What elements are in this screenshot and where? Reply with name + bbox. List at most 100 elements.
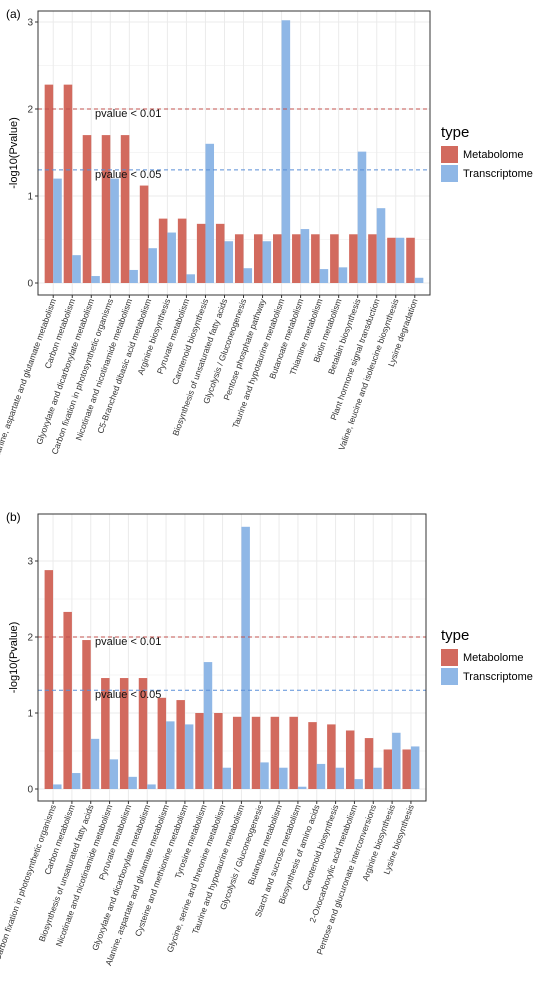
threshold-label-0: pvalue < 0.01 <box>95 108 161 120</box>
bar-transcriptome-3 <box>109 759 119 789</box>
bar-transcriptome-5 <box>148 248 157 283</box>
bar-transcriptome-13 <box>300 229 310 283</box>
bar-transcriptome-3 <box>110 178 119 283</box>
legend-title: type <box>441 124 469 141</box>
bar-transcriptome-0 <box>53 178 62 283</box>
bar-metabolome-6 <box>157 697 167 789</box>
bar-transcriptome-10 <box>243 268 253 283</box>
bar-metabolome-16 <box>345 730 355 789</box>
bar-metabolome-11 <box>253 234 263 283</box>
legend-label-0: Metabolome <box>463 149 524 161</box>
bar-transcriptome-4 <box>129 269 138 283</box>
bar-metabolome-7 <box>176 700 185 789</box>
bar-metabolome-18 <box>387 237 396 283</box>
panel-label: (b) <box>6 510 21 524</box>
bar-metabolome-6 <box>158 218 168 283</box>
bar-transcriptome-12 <box>281 20 291 283</box>
bar-metabolome-13 <box>289 716 298 789</box>
threshold-label-0: pvalue < 0.01 <box>95 636 161 648</box>
bar-metabolome-5 <box>139 185 149 283</box>
bar-metabolome-2 <box>82 640 91 789</box>
bar-transcriptome-7 <box>184 724 194 789</box>
bar-transcriptome-2 <box>90 738 100 789</box>
bar-metabolome-4 <box>120 135 130 283</box>
bar-metabolome-17 <box>364 738 374 789</box>
bar-transcriptome-12 <box>279 767 288 789</box>
bar-transcriptome-5 <box>147 784 156 789</box>
panel-label: (a) <box>6 7 21 21</box>
plot-border <box>37 513 427 802</box>
y-tick-label: 3 <box>27 18 33 29</box>
bar-transcriptome-17 <box>373 767 382 789</box>
bar-metabolome-18 <box>383 749 393 789</box>
bar-transcriptome-7 <box>186 274 195 283</box>
bar-metabolome-17 <box>368 234 377 283</box>
bar-metabolome-2 <box>82 135 92 283</box>
bar-metabolome-9 <box>215 223 225 283</box>
y-tick-label: 1 <box>27 192 33 203</box>
bar-metabolome-19 <box>402 749 411 789</box>
bar-transcriptome-11 <box>262 241 272 283</box>
chart-panel-1: (b) pvalue < 0.01 pvalue < 0.05 0 1 2 3 -log10(… <box>0 510 533 967</box>
legend-title: type <box>441 627 469 644</box>
bar-transcriptome-9 <box>224 241 234 283</box>
bar-metabolome-12 <box>270 716 280 789</box>
chart-panel-0: (a) pvalue < 0.01 pvalue < 0.05 0 1 2 3 -log10(… <box>0 7 533 461</box>
bar-metabolome-19 <box>406 237 415 283</box>
bars <box>44 526 420 789</box>
y-tick-label: 0 <box>27 279 33 290</box>
bar-metabolome-13 <box>292 234 301 283</box>
bar-transcriptome-6 <box>167 232 176 283</box>
bar-metabolome-1 <box>63 611 72 789</box>
bar-metabolome-10 <box>232 716 242 789</box>
bar-transcriptome-15 <box>335 767 345 789</box>
legend-key-0 <box>441 649 458 666</box>
x-tick-label: Carbon fixation in photosynthetic organi… <box>0 803 58 961</box>
bar-metabolome-8 <box>195 713 204 789</box>
legend-key-0 <box>441 146 458 163</box>
y-tick-label: 2 <box>27 633 33 644</box>
y-tick-label: 0 <box>27 785 33 796</box>
bar-metabolome-7 <box>177 218 187 283</box>
bar-metabolome-8 <box>196 223 206 283</box>
legend-key-1 <box>441 165 458 182</box>
bar-metabolome-1 <box>63 84 73 283</box>
bar-metabolome-15 <box>327 724 336 789</box>
bar-transcriptome-16 <box>354 779 363 789</box>
plot-border <box>37 10 431 296</box>
bar-transcriptome-8 <box>205 143 215 283</box>
bar-metabolome-4 <box>119 678 129 789</box>
bar-metabolome-5 <box>138 678 148 789</box>
legend-key-1 <box>441 668 458 685</box>
bars <box>44 20 424 283</box>
bar-transcriptome-11 <box>260 762 269 789</box>
threshold-label-1: pvalue < 0.05 <box>95 689 161 701</box>
legend: type Metabolome Transcriptome <box>441 627 533 685</box>
bar-transcriptome-17 <box>376 208 386 283</box>
y-axis-title: -log10(Pvalue) <box>8 622 20 694</box>
bar-transcriptome-18 <box>392 732 401 789</box>
bar-transcriptome-1 <box>72 255 81 283</box>
bar-metabolome-12 <box>273 234 282 283</box>
legend-label-1: Transcriptome <box>463 168 533 180</box>
bar-transcriptome-14 <box>319 269 329 283</box>
threshold-label-1: pvalue < 0.05 <box>95 169 161 181</box>
bar-transcriptome-9 <box>222 767 232 789</box>
bar-transcriptome-10 <box>241 526 250 789</box>
bar-metabolome-10 <box>234 234 244 283</box>
bar-transcriptome-8 <box>203 662 213 789</box>
bar-metabolome-11 <box>251 716 261 789</box>
bar-transcriptome-4 <box>128 776 137 789</box>
bar-transcriptome-15 <box>338 267 348 283</box>
bar-metabolome-16 <box>349 234 358 283</box>
legend-label-0: Metabolome <box>463 652 524 664</box>
y-tick-label: 1 <box>27 709 33 720</box>
bar-metabolome-15 <box>330 234 339 283</box>
bar-transcriptome-2 <box>91 276 100 283</box>
bar-transcriptome-1 <box>71 773 81 789</box>
bar-metabolome-0 <box>44 570 54 789</box>
y-tick-label: 2 <box>27 105 33 116</box>
bar-transcriptome-13 <box>297 786 307 789</box>
bar-transcriptome-14 <box>316 763 326 789</box>
